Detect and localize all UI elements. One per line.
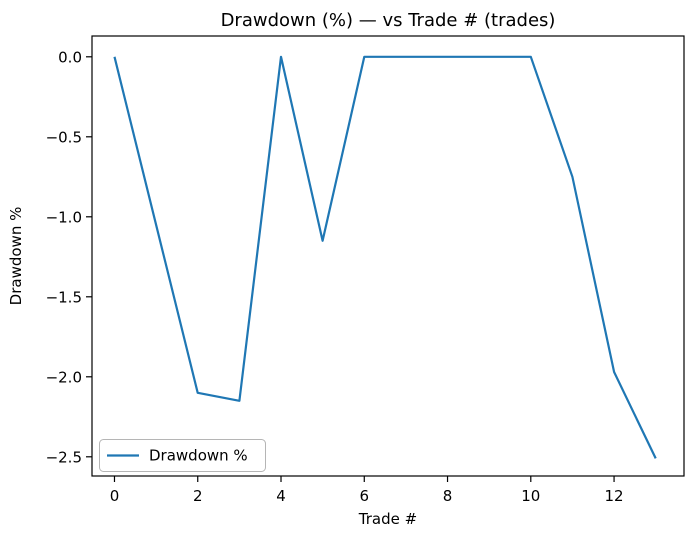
drawdown-line [113,55,657,459]
x-axis-label: Trade # [358,510,417,528]
legend-label: Drawdown % [149,447,248,465]
y-tick-label: −2.5 [46,448,82,466]
x-tick-label: 6 [359,487,369,505]
y-axis-ticks: 0.0 −0.5 −1.0 −1.5 −2.0 −2.5 [46,48,92,466]
plot-area [91,35,685,477]
x-tick-label: 12 [605,487,624,505]
x-tick-label: 4 [276,487,286,505]
x-tick-label: 2 [193,487,203,505]
x-tick-label: 8 [443,487,453,505]
chart-title: Drawdown (%) — vs Trade # (trades) [221,10,556,31]
y-tick-label: −1.5 [46,288,82,306]
y-tick-label: 0.0 [58,48,82,66]
y-tick-label: −2.0 [46,368,82,386]
y-tick-label: −0.5 [46,128,82,146]
legend: Drawdown % [99,439,266,472]
legend-box [99,439,266,472]
x-tick-label: 0 [110,487,120,505]
y-axis-label: Drawdown % [7,207,25,306]
y-tick-label: −1.0 [46,208,82,226]
x-axis-ticks: 0 2 4 6 8 10 12 [110,476,624,505]
x-tick-label: 10 [521,487,540,505]
